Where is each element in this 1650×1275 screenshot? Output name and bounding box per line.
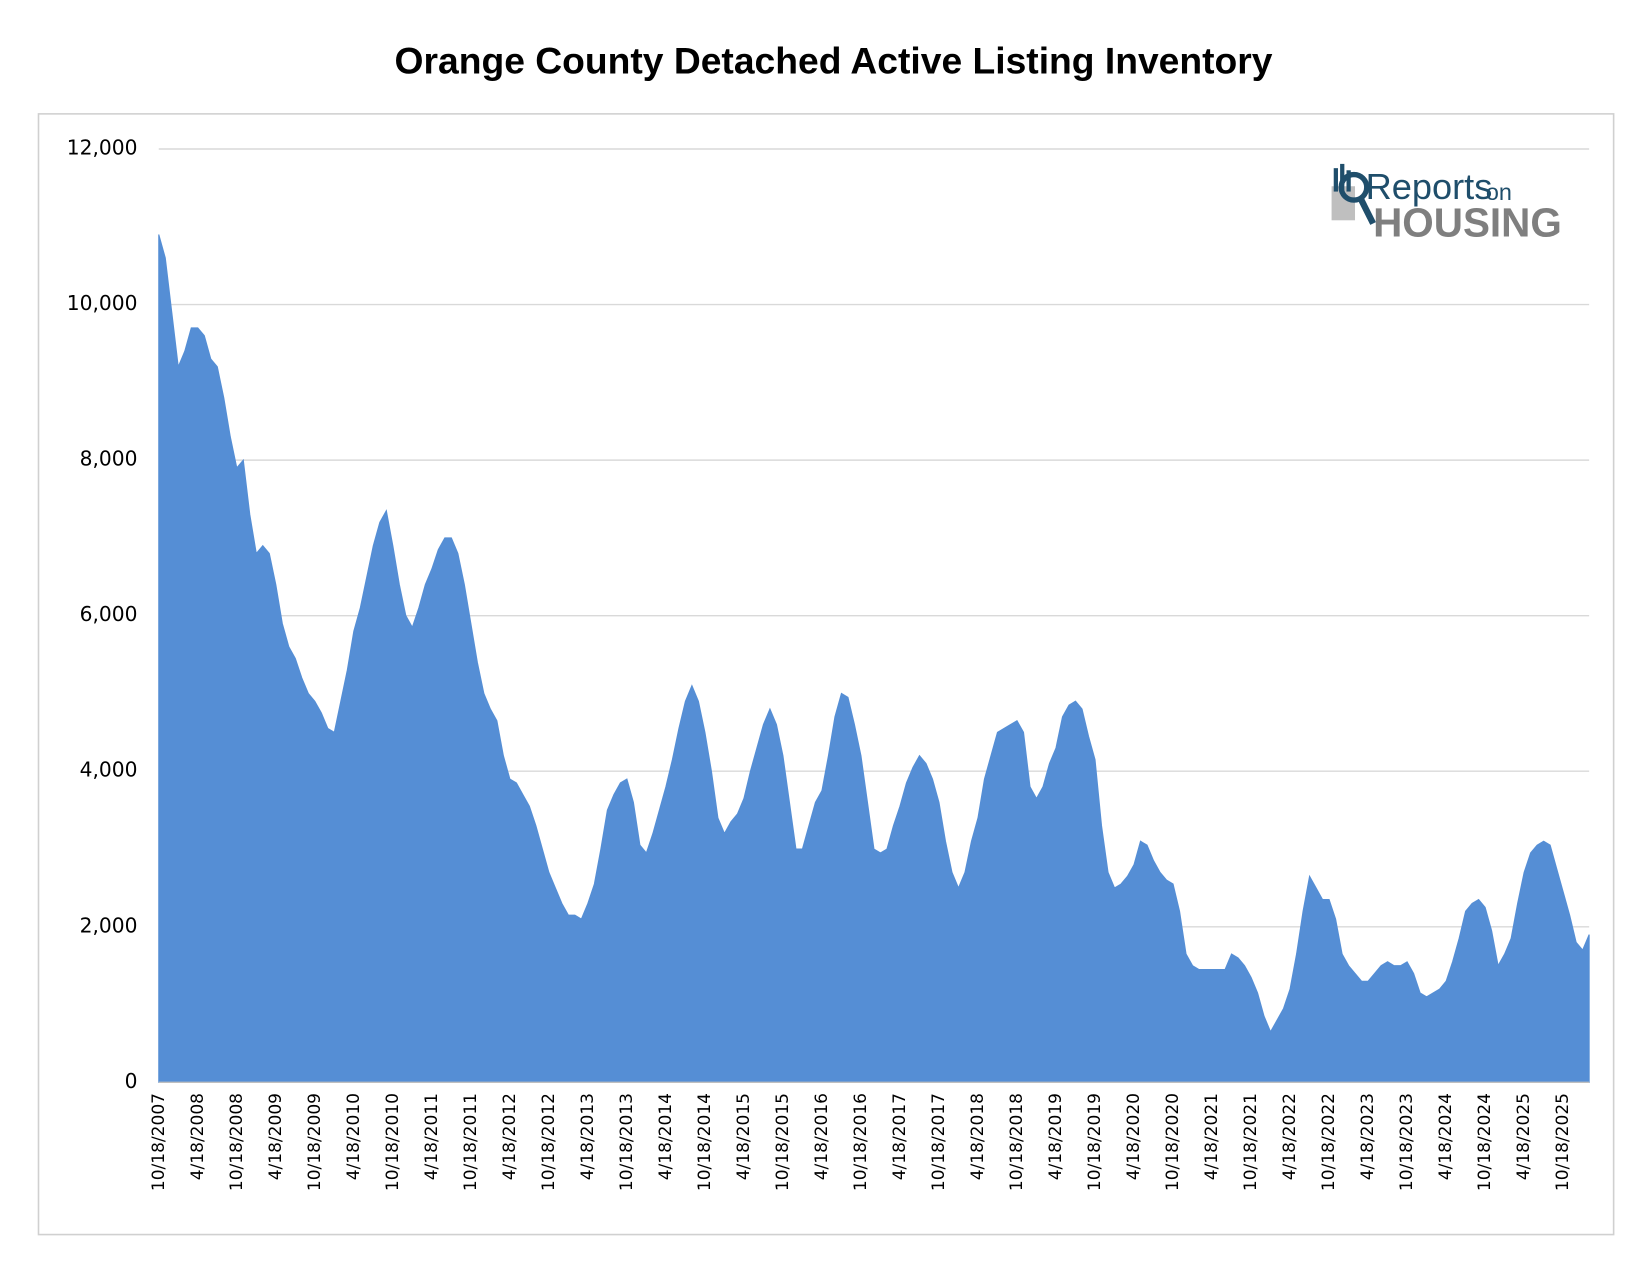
x-tick-label: 10/18/2012 <box>539 1093 559 1191</box>
logo-text: HOUSING <box>1373 199 1562 245</box>
x-tick-label: 10/18/2009 <box>305 1093 325 1191</box>
x-tick-label: 10/18/2016 <box>851 1093 871 1191</box>
y-tick-label: 10,000 <box>67 291 138 315</box>
x-tick-label: 4/18/2008 <box>188 1093 208 1180</box>
chart-title: Orange County Detached Active Listing In… <box>395 40 1273 82</box>
x-tick-label: 4/18/2017 <box>890 1093 910 1180</box>
y-tick-label: 8,000 <box>80 447 138 471</box>
y-tick-label: 6,000 <box>80 602 138 626</box>
logo-bar <box>1346 170 1351 192</box>
x-tick-label: 10/18/2015 <box>773 1093 793 1191</box>
y-tick-label: 12,000 <box>67 135 138 159</box>
x-tick-label: 10/18/2019 <box>1085 1093 1105 1191</box>
logo-text: Reports <box>1366 166 1493 207</box>
x-tick-label: 10/18/2011 <box>461 1093 481 1191</box>
x-tick-label: 4/18/2014 <box>656 1093 676 1180</box>
logo-block <box>1331 186 1356 221</box>
logo: Reports on HOUSING <box>1331 163 1562 245</box>
x-tick-label: 4/18/2015 <box>734 1093 754 1180</box>
x-tick-label: 4/18/2016 <box>812 1093 832 1180</box>
logo-ring <box>1338 171 1370 203</box>
x-tick-label: 10/18/2013 <box>617 1093 637 1191</box>
x-tick-label: 4/18/2019 <box>1046 1093 1066 1180</box>
x-tick-label: 4/18/2020 <box>1124 1093 1144 1180</box>
x-tick-label: 4/18/2021 <box>1202 1093 1222 1180</box>
logo-text: on <box>1486 179 1512 205</box>
y-tick-label: 0 <box>125 1069 138 1093</box>
x-tick-label: 10/18/2024 <box>1475 1093 1495 1191</box>
x-tick-label: 10/18/2022 <box>1319 1093 1339 1191</box>
logo-stem <box>1357 196 1376 225</box>
x-tick-label: 10/18/2025 <box>1553 1093 1573 1191</box>
x-tick-label: 4/18/2011 <box>422 1093 442 1180</box>
x-tick-label: 4/18/2022 <box>1280 1093 1300 1180</box>
x-tick-label: 4/18/2009 <box>266 1093 286 1180</box>
x-tick-label: 4/18/2024 <box>1436 1093 1456 1180</box>
x-tick-label: 4/18/2010 <box>344 1093 364 1180</box>
x-tick-label: 10/18/2021 <box>1241 1093 1261 1191</box>
x-tick-label: 10/18/2018 <box>1007 1093 1027 1191</box>
x-tick-label: 4/18/2018 <box>968 1093 988 1180</box>
x-tick-label: 10/18/2010 <box>383 1093 403 1191</box>
x-tick-label: 10/18/2020 <box>1163 1093 1183 1191</box>
x-tick-label: 10/18/2017 <box>929 1093 949 1191</box>
y-tick-label: 2,000 <box>80 913 138 937</box>
x-tick-label: 4/18/2025 <box>1514 1093 1534 1180</box>
x-tick-label: 4/18/2013 <box>578 1093 598 1180</box>
x-tick-label: 10/18/2023 <box>1397 1093 1417 1191</box>
x-tick-label: 4/18/2012 <box>500 1093 520 1180</box>
x-tick-label: 10/18/2014 <box>695 1093 715 1191</box>
area <box>158 234 1590 1083</box>
x-tick-label: 10/18/2007 <box>149 1093 169 1191</box>
x-tick-label: 4/18/2023 <box>1358 1093 1378 1180</box>
x-tick-label: 10/18/2008 <box>227 1093 247 1191</box>
logo-bar <box>1333 168 1338 192</box>
y-tick-label: 4,000 <box>80 758 138 782</box>
